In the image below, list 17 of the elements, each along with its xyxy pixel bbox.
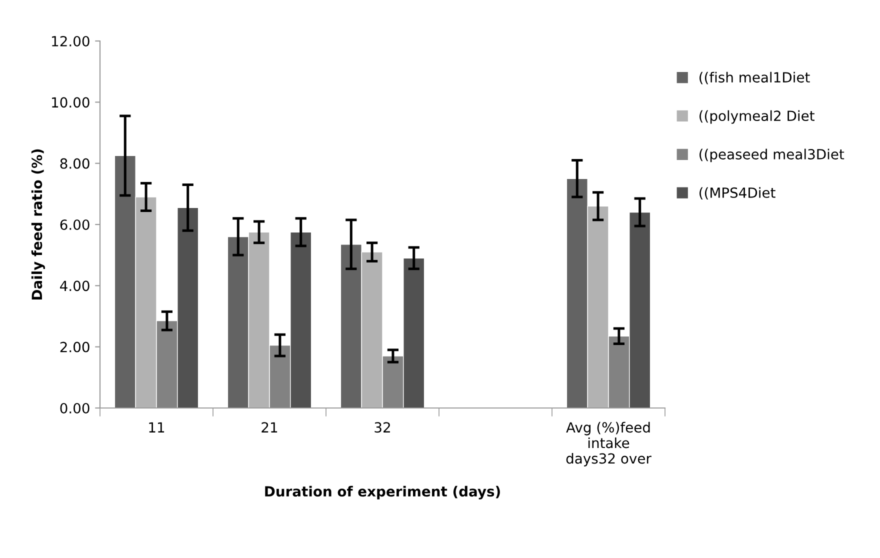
x-axis-title: Duration of experiment (days) xyxy=(265,486,500,500)
y-axis-title: Daily feed ratio (%) xyxy=(31,149,45,300)
x-tick-label: Avg (%)feed intake days32 over xyxy=(566,422,652,466)
y-tick-label: 10.00 xyxy=(52,97,90,108)
legend-label: ((peaseed meal3Diet xyxy=(700,148,844,162)
legend-label: ((fish meal1Diet xyxy=(700,72,810,84)
x-tick-label: 32 xyxy=(374,422,390,433)
legend-label: ((polymeal2 Diet xyxy=(700,110,814,124)
y-tick-label: 2.00 xyxy=(60,342,90,352)
legend-label: ((MPS4Diet xyxy=(700,187,776,200)
y-tick-label: 4.00 xyxy=(60,280,90,292)
y-tick-label: 6.00 xyxy=(60,219,90,230)
x-tick-label: 21 xyxy=(262,422,278,432)
x-tick-label: 11 xyxy=(149,422,164,432)
y-tick-label: 8.00 xyxy=(60,158,90,169)
y-tick-label: 12.00 xyxy=(52,36,90,46)
y-tick-label: 0.00 xyxy=(60,402,90,414)
